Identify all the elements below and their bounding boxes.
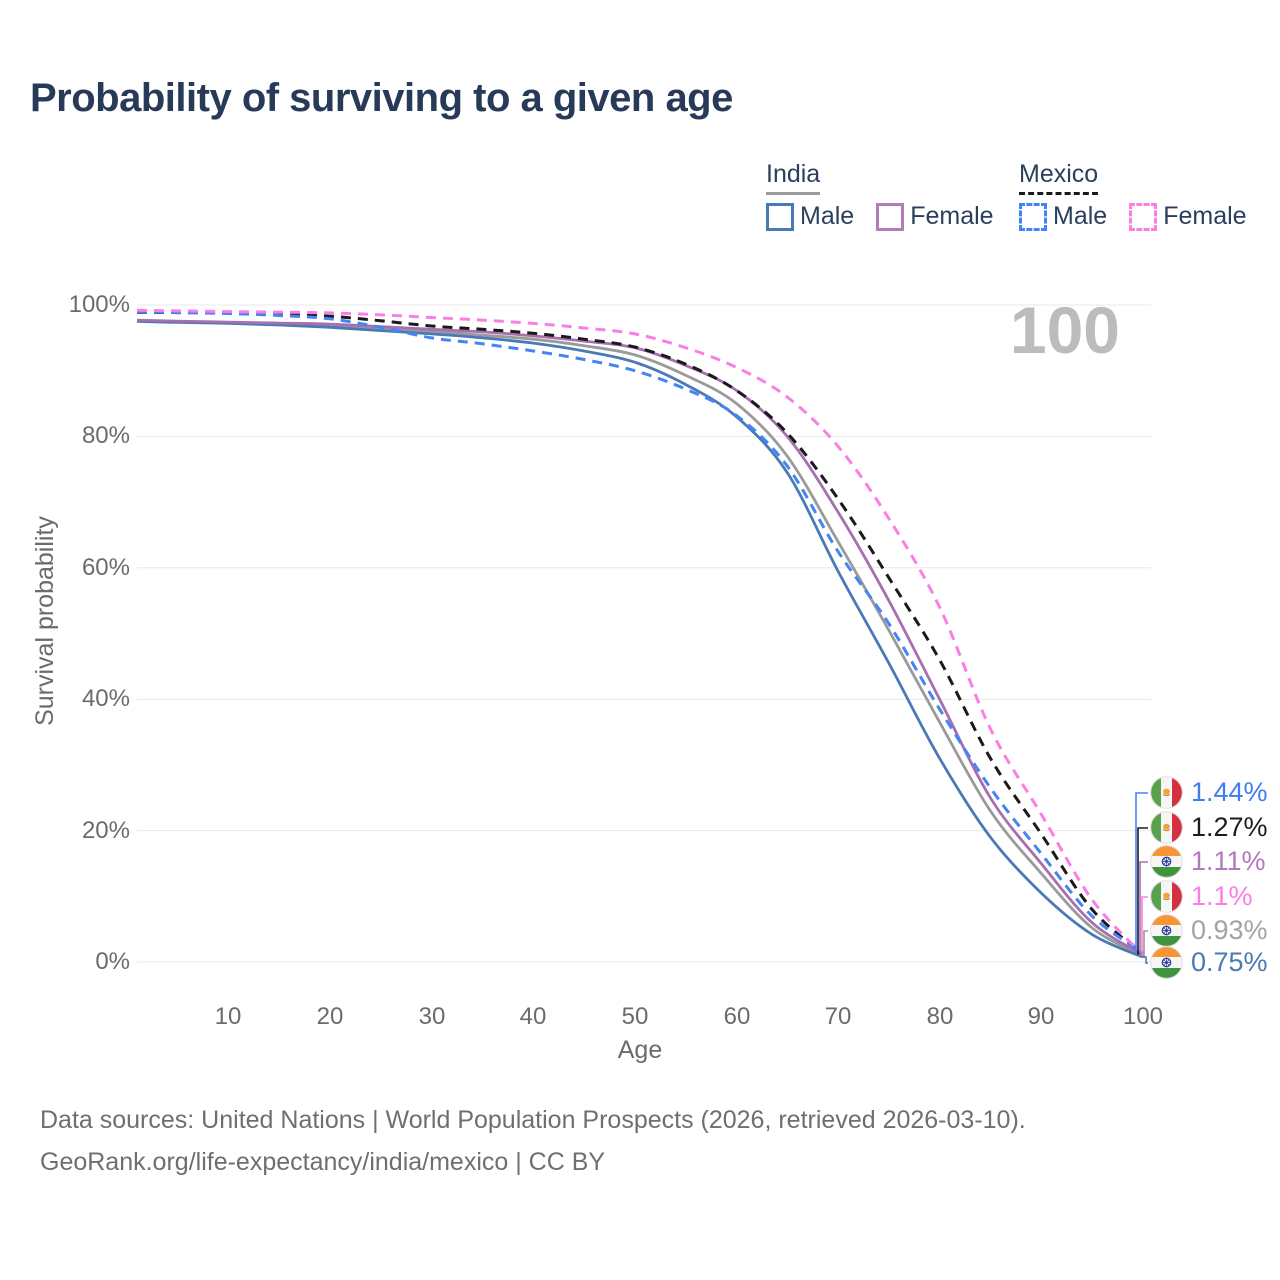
curve-mexico [136, 310, 1144, 955]
legend-group-india: India Male Female [766, 160, 1016, 231]
page-title: Probability of surviving to a given age [30, 76, 733, 120]
end-value: 1.1% [1191, 881, 1253, 911]
mexico-female-swatch-icon [1129, 202, 1158, 231]
legend-item-india-male[interactable]: Male [766, 202, 855, 231]
x-tick-60: 60 [723, 1003, 751, 1030]
y-tick-40: 40% [81, 685, 130, 712]
x-tick-80: 80 [926, 1003, 954, 1030]
legend-country-india[interactable]: India [766, 160, 821, 195]
end-value: 0.75% [1191, 947, 1268, 977]
x-tick-20: 20 [316, 1003, 344, 1030]
legend-item-label: Female [1163, 202, 1247, 231]
y-tick-20: 20% [81, 817, 130, 844]
leader-india [1142, 930, 1148, 957]
legend-items-mexico: Male Female [1019, 202, 1269, 231]
mexico-flag-icon [1150, 880, 1183, 913]
y-tick-80: 80% [81, 422, 130, 449]
x-tick-50: 50 [621, 1003, 649, 1030]
legend-item-label: Male [800, 202, 855, 231]
x-axis-title: Age [617, 1036, 663, 1064]
india-male-swatch-icon [766, 202, 794, 231]
end-label-india-male: 0.75% [1150, 946, 1268, 979]
plot-area[interactable] [137, 305, 1143, 962]
end-value: 1.11% [1191, 846, 1266, 876]
end-label-mexico-male: 1.44% [1150, 776, 1268, 809]
end-label-mexico-female: 1.1% [1150, 880, 1253, 913]
legend-group-mexico: Mexico Male Female [1019, 160, 1269, 231]
legend-item-label: Female [910, 202, 994, 231]
y-tick-60: 60% [81, 554, 130, 581]
y-tick-0: 0% [95, 948, 130, 975]
curve-india-female [136, 318, 1144, 956]
end-value: 1.27% [1191, 812, 1268, 842]
legend-item-label: Male [1053, 202, 1108, 231]
legend-item-mexico-female[interactable]: Female [1129, 202, 1247, 231]
leader-mexico-female [1141, 896, 1148, 956]
end-value: 1.44% [1191, 777, 1268, 807]
legend-country-mexico[interactable]: Mexico [1019, 160, 1099, 195]
curve-india-male [136, 320, 1144, 959]
x-tick-40: 40 [519, 1003, 547, 1030]
curve-mexico-female [136, 308, 1144, 956]
y-axis-title: Survival probability [31, 516, 59, 726]
x-tick-100: 100 [1122, 1003, 1164, 1030]
x-tick-30: 30 [418, 1003, 446, 1030]
end-label-india-both: 0.93% [1150, 914, 1268, 947]
legend-item-mexico-male[interactable]: Male [1019, 202, 1108, 231]
curve-mexico-male [136, 310, 1144, 954]
india-flag-icon [1150, 845, 1183, 878]
y-tick-100: 100% [68, 291, 130, 318]
end-label-india-female: 1.11% [1150, 845, 1266, 878]
india-flag-icon [1150, 946, 1183, 979]
india-flag-icon [1150, 914, 1183, 947]
leader-india-male [1142, 956, 1148, 964]
legend-items-india: Male Female [766, 202, 1016, 231]
india-female-swatch-icon [876, 202, 905, 231]
mexico-flag-icon [1150, 811, 1183, 844]
hovered-age-watermark: 100 [1009, 293, 1120, 367]
x-tick-70: 70 [824, 1003, 852, 1030]
x-tick-10: 10 [214, 1003, 242, 1030]
legend-item-india-female[interactable]: Female [876, 202, 994, 231]
mexico-flag-icon [1150, 776, 1183, 809]
x-tick-90: 90 [1027, 1003, 1055, 1030]
end-label-mexico-both: 1.27% [1150, 811, 1268, 844]
data-sources-note: Data sources: United Nations | World Pop… [40, 1106, 1026, 1134]
attribution-note: GeoRank.org/life-expectancy/india/mexico… [40, 1148, 606, 1176]
mexico-male-swatch-icon [1019, 202, 1047, 231]
end-value: 0.93% [1191, 915, 1268, 945]
